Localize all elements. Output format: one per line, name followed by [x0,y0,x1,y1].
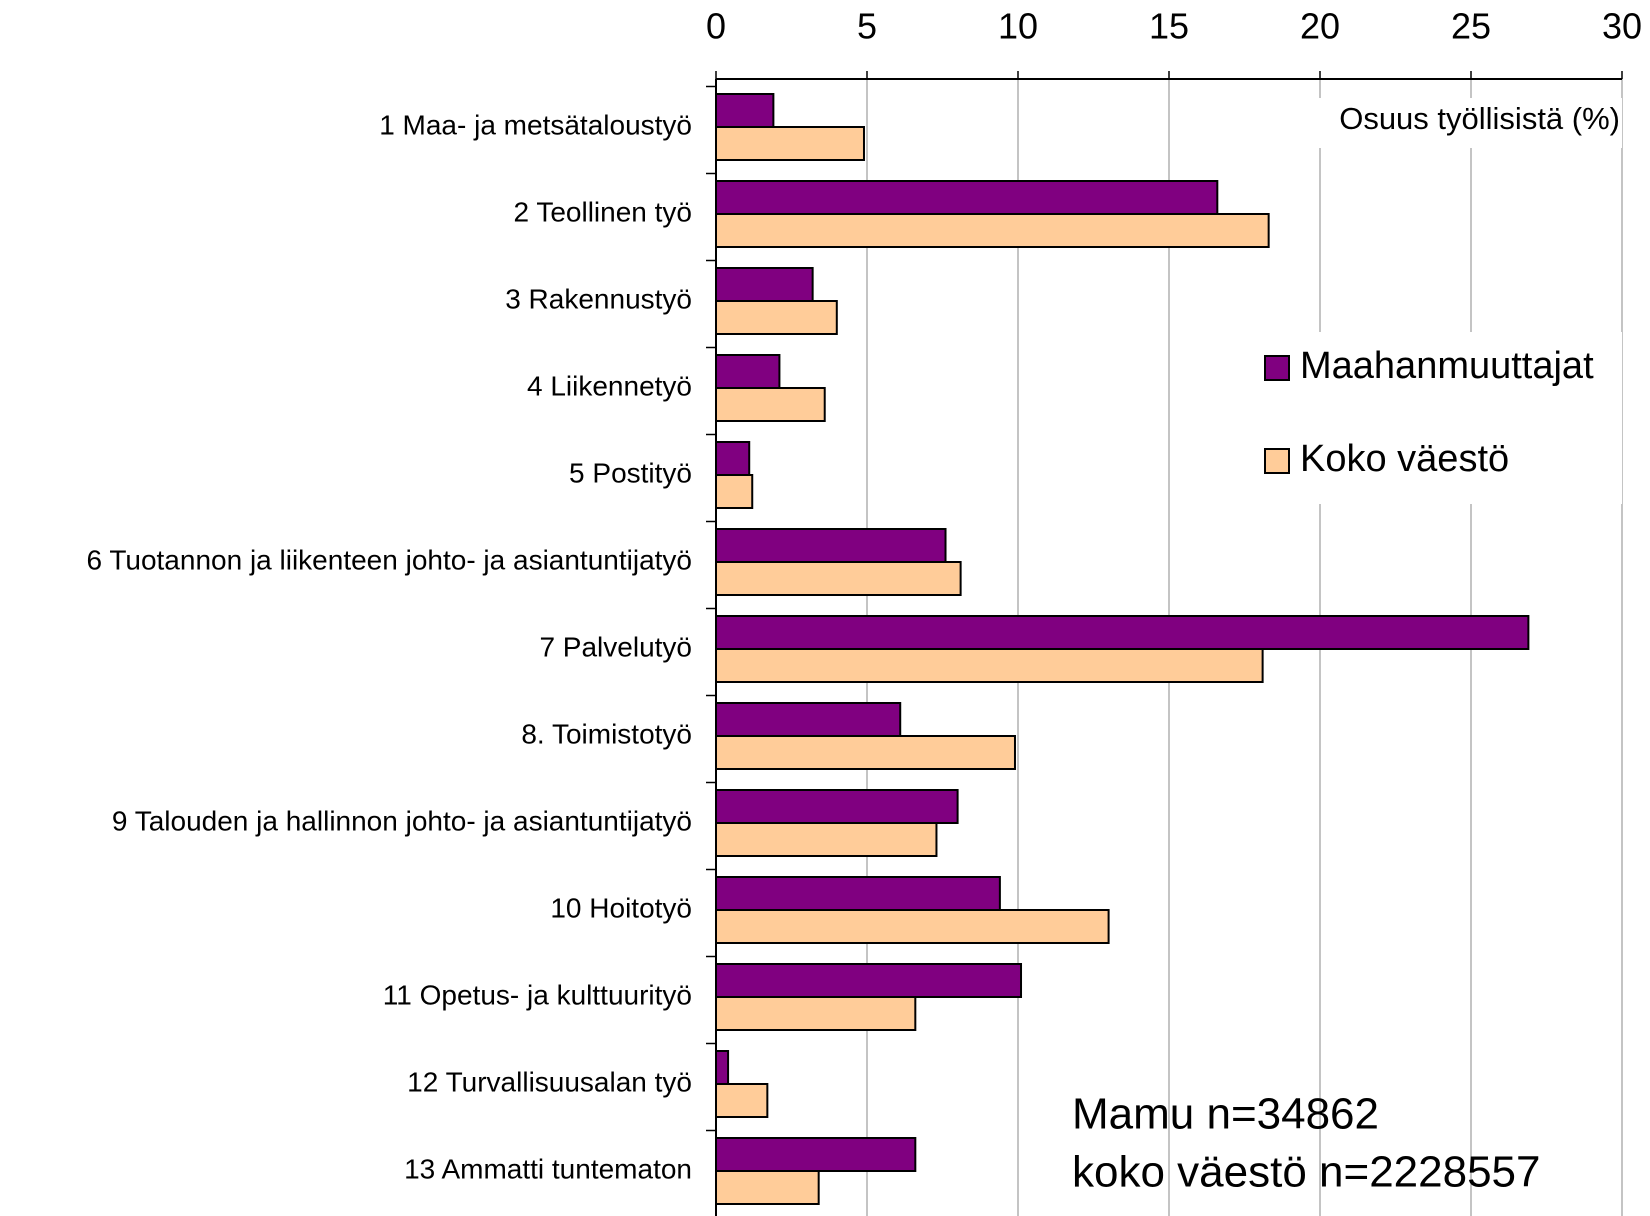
category-label: 2 Teollinen työ [514,196,693,227]
annotation: Mamu n=34862 [1072,1090,1379,1139]
category-label: 12 Turvallisuusalan työ [407,1066,692,1097]
bar [715,180,1219,215]
bar [715,528,947,563]
x-tick-label: 5 [857,6,877,47]
bar [715,789,959,824]
category-label: 11 Opetus- ja kulttuurityö [383,979,692,1010]
x-tick-label: 15 [1149,6,1189,47]
bar [715,354,781,389]
annotation: koko väestö n=2228557 [1072,1148,1541,1197]
bar [715,93,775,128]
x-tick-label: 20 [1300,6,1340,47]
legend-swatch [1264,355,1290,381]
bar [715,300,838,335]
bar [715,213,1270,248]
bar [715,474,754,509]
category-label: 13 Ammatti tuntematon [404,1153,692,1184]
bar [715,1050,730,1085]
bar [715,735,1016,770]
category-label: 8. Toimistotyö [521,718,692,749]
bar [715,441,751,476]
bar [715,996,917,1031]
bar [715,615,1530,650]
category-label: 4 Liikennetyö [527,370,692,401]
bar [715,126,865,161]
category-label: 3 Rakennustyö [505,283,692,314]
bar [715,387,826,422]
bar [715,1137,917,1172]
legend-label: Maahanmuuttajat [1300,345,1594,387]
category-label: 9 Talouden ja hallinnon johto- ja asiant… [112,805,692,836]
legend-label: Koko väestö [1300,438,1509,480]
legend-background [1258,332,1622,504]
bar [715,909,1110,944]
category-label: 10 Hoitotyö [550,892,692,923]
bar [715,1083,769,1118]
x-tick-label: 25 [1451,6,1491,47]
bar [715,876,1001,911]
bar [715,561,962,596]
category-label: 6 Tuotannon ja liikenteen johto- ja asia… [86,544,692,575]
category-label: 1 Maa- ja metsätaloustyö [379,109,692,140]
axis-label-background [1300,98,1622,148]
x-tick-label: 10 [998,6,1038,47]
bar [715,648,1264,683]
bar [715,963,1023,998]
bar [715,267,814,302]
bar [715,702,902,737]
category-label: 5 Postityö [569,457,692,488]
x-tick-label: 0 [706,6,726,47]
bar [715,1170,820,1205]
bar [715,822,938,857]
legend-swatch [1264,448,1290,474]
x-tick-label: 30 [1602,6,1642,47]
category-label: 7 Palvelutyö [539,631,692,662]
x-axis-label: Osuus työllisistä (%) [1339,101,1620,136]
